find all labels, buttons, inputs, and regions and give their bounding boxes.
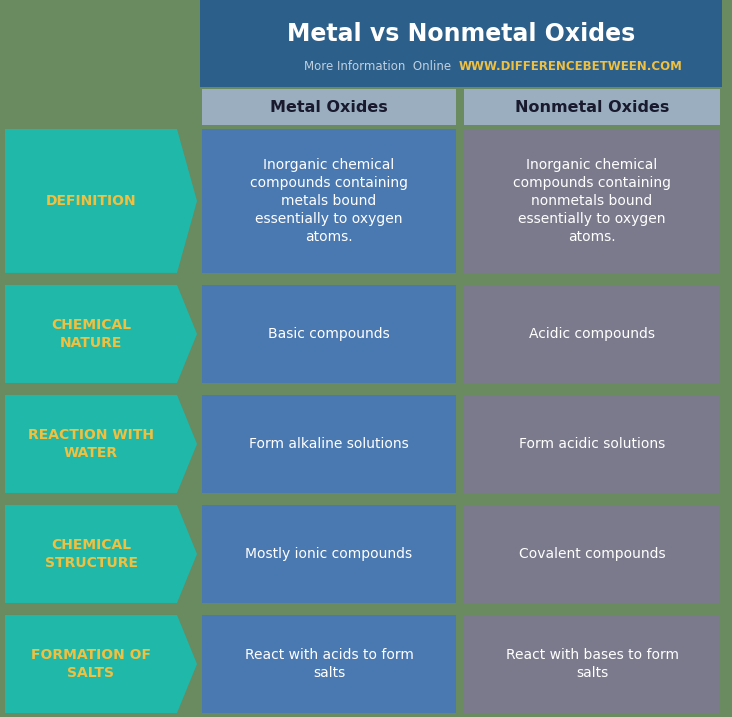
FancyBboxPatch shape bbox=[202, 89, 456, 125]
Text: React with acids to form
salts: React with acids to form salts bbox=[244, 648, 414, 680]
FancyBboxPatch shape bbox=[464, 615, 720, 713]
FancyBboxPatch shape bbox=[464, 285, 720, 383]
FancyBboxPatch shape bbox=[200, 0, 722, 87]
FancyBboxPatch shape bbox=[464, 89, 720, 125]
Text: CHEMICAL
STRUCTURE: CHEMICAL STRUCTURE bbox=[45, 538, 138, 569]
FancyBboxPatch shape bbox=[464, 505, 720, 603]
FancyBboxPatch shape bbox=[202, 615, 456, 713]
FancyBboxPatch shape bbox=[202, 129, 456, 273]
FancyBboxPatch shape bbox=[464, 129, 720, 273]
Text: Nonmetal Oxides: Nonmetal Oxides bbox=[515, 100, 669, 115]
Text: Acidic compounds: Acidic compounds bbox=[529, 327, 655, 341]
Text: REACTION WITH
WATER: REACTION WITH WATER bbox=[28, 428, 154, 460]
FancyBboxPatch shape bbox=[202, 395, 456, 493]
FancyBboxPatch shape bbox=[202, 505, 456, 603]
Text: Metal vs Nonmetal Oxides: Metal vs Nonmetal Oxides bbox=[287, 22, 635, 46]
Text: FORMATION OF
SALTS: FORMATION OF SALTS bbox=[31, 648, 151, 680]
Text: WWW.DIFFERENCEBETWEEN.COM: WWW.DIFFERENCEBETWEEN.COM bbox=[459, 60, 683, 72]
Text: React with bases to form
salts: React with bases to form salts bbox=[506, 648, 679, 680]
Text: CHEMICAL
NATURE: CHEMICAL NATURE bbox=[51, 318, 131, 350]
Polygon shape bbox=[5, 395, 197, 493]
Text: Basic compounds: Basic compounds bbox=[268, 327, 390, 341]
Text: Inorganic chemical
compounds containing
nonmetals bound
essentially to oxygen
at: Inorganic chemical compounds containing … bbox=[513, 158, 671, 244]
Text: Form alkaline solutions: Form alkaline solutions bbox=[249, 437, 409, 451]
Text: More Information  Online: More Information Online bbox=[305, 60, 459, 72]
Text: Form acidic solutions: Form acidic solutions bbox=[519, 437, 665, 451]
Polygon shape bbox=[5, 129, 197, 273]
Text: Metal Oxides: Metal Oxides bbox=[270, 100, 388, 115]
Polygon shape bbox=[5, 615, 197, 713]
Text: Covalent compounds: Covalent compounds bbox=[519, 547, 665, 561]
Polygon shape bbox=[5, 285, 197, 383]
FancyBboxPatch shape bbox=[464, 395, 720, 493]
FancyBboxPatch shape bbox=[202, 285, 456, 383]
Polygon shape bbox=[5, 505, 197, 603]
Text: Mostly ionic compounds: Mostly ionic compounds bbox=[245, 547, 413, 561]
Text: DEFINITION: DEFINITION bbox=[45, 194, 136, 208]
Text: Inorganic chemical
compounds containing
metals bound
essentially to oxygen
atoms: Inorganic chemical compounds containing … bbox=[250, 158, 408, 244]
